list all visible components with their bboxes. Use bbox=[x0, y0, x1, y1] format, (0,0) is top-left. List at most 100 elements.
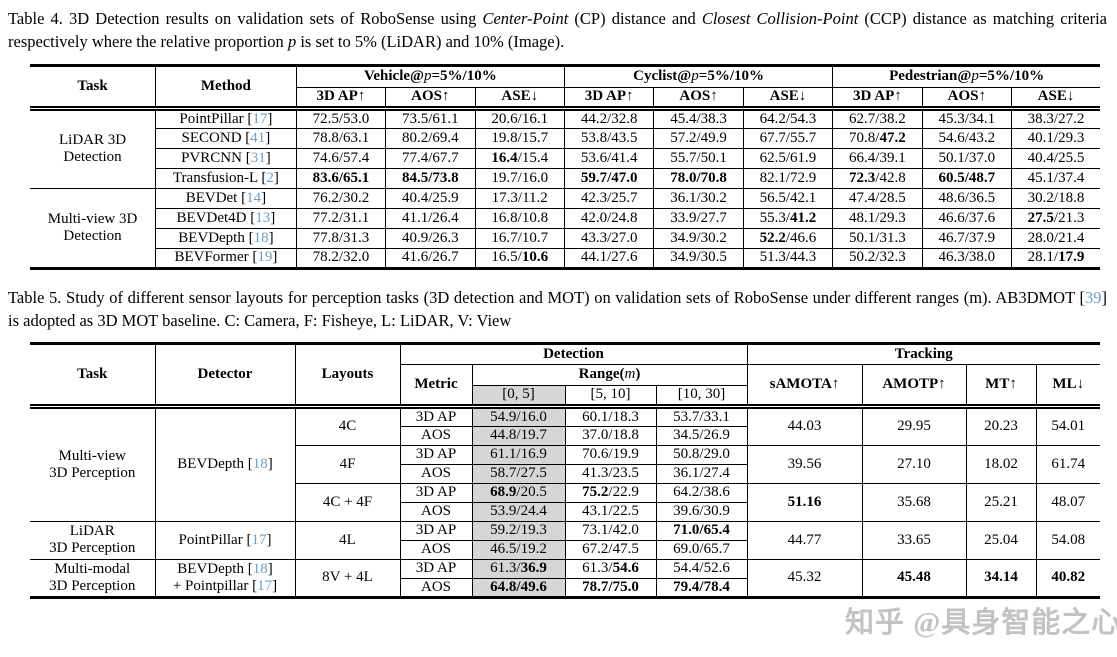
value-cell: 59.7/47.0 bbox=[563, 167, 655, 189]
detection-value-cell: 78.7/75.0 bbox=[564, 577, 657, 598]
citation-link[interactable]: 19 bbox=[257, 249, 273, 266]
value-cell: 16.8/10.8 bbox=[474, 207, 565, 229]
value: 46.7/37.9 bbox=[938, 229, 996, 246]
value: 16.7/10.7 bbox=[491, 229, 549, 246]
value-cell: 78.0/70.8 bbox=[653, 167, 744, 189]
value-cell: 67.7/55.7 bbox=[742, 127, 834, 149]
value-cell: 16.7/10.7 bbox=[474, 227, 565, 249]
value: 44.1/27.6 bbox=[580, 249, 638, 266]
value: 46.3/38.0 bbox=[938, 249, 996, 266]
metric-cell: AOS bbox=[399, 501, 473, 522]
detection-value-cell: 59.2/19.3 bbox=[471, 520, 566, 541]
col-header-layouts: Layouts bbox=[294, 342, 401, 409]
value: 34.9/30.5 bbox=[670, 249, 727, 266]
citation-link[interactable]: 17 bbox=[252, 110, 268, 127]
value: 18.02 bbox=[984, 455, 1018, 472]
value: 34.9/30.2 bbox=[670, 229, 727, 246]
citation-link[interactable]: 17 bbox=[251, 531, 267, 548]
value: 19.8/15.7 bbox=[491, 129, 549, 146]
value: 53.9/24.4 bbox=[490, 503, 547, 520]
value: 67.7/55.7 bbox=[759, 129, 817, 146]
citation-link[interactable]: 13 bbox=[255, 209, 271, 226]
detection-value-cell: 71.0/65.4 bbox=[655, 520, 748, 541]
value-cell: 40.1/29.3 bbox=[1010, 127, 1100, 149]
detection-value-cell: 64.8/49.6 bbox=[471, 577, 566, 598]
group-header: Cyclist@p=5%/10% bbox=[563, 64, 834, 88]
caption-text: is set to 5% (LiDAR) and 10% (Image). bbox=[296, 32, 565, 52]
value: 42.3/25.7 bbox=[580, 189, 638, 206]
tracking-value-cell: 35.68 bbox=[861, 482, 967, 522]
bold-value: 78.0/70.8 bbox=[670, 169, 727, 186]
value: /21.3 bbox=[1053, 209, 1085, 226]
value: 56.5/42.1 bbox=[759, 189, 817, 206]
method-cell: BEVFormer [19] bbox=[155, 247, 297, 269]
value-cell: 72.5/53.0 bbox=[295, 107, 387, 129]
value-cell: 19.7/16.0 bbox=[474, 167, 565, 189]
citation-link[interactable]: 39 bbox=[1085, 287, 1102, 307]
value: 28.0/21.4 bbox=[1027, 229, 1085, 246]
value-cell: 82.1/72.9 bbox=[742, 167, 834, 189]
task-cell: LiDAR 3D Perception bbox=[30, 520, 156, 560]
value: 73.1/42.0 bbox=[582, 522, 639, 539]
bold-value: 54.6 bbox=[612, 560, 639, 577]
value: 19.7/16.0 bbox=[491, 169, 549, 186]
value: 40.4/25.9 bbox=[401, 189, 459, 206]
group-header: Pedestrian@p=5%/10% bbox=[832, 64, 1100, 88]
col-header-detector: Detector bbox=[154, 342, 296, 409]
detector-cell: BEVDepth [18] bbox=[154, 405, 296, 522]
value-cell: 72.3/42.8 bbox=[832, 167, 923, 189]
task-cell: Multi-modal 3D Perception bbox=[30, 558, 156, 598]
citation-link[interactable]: 14 bbox=[246, 189, 262, 206]
value-cell: 40.9/26.3 bbox=[385, 227, 476, 249]
metric-cell: 3D AP bbox=[399, 520, 473, 541]
value-cell: 44.2/32.8 bbox=[563, 107, 655, 129]
bold-value: 45.48 bbox=[897, 569, 931, 586]
col-header-tracking-metric: ML↓ bbox=[1035, 363, 1100, 409]
detection-value-cell: 61.3/36.9 bbox=[471, 558, 566, 579]
col-header-metric: Metric bbox=[399, 363, 473, 409]
table5-caption: Table 5. Study of different sensor layou… bbox=[8, 287, 1107, 331]
caption-text: Closest Collision-Point bbox=[701, 9, 859, 28]
value-cell: 78.8/63.1 bbox=[295, 127, 387, 149]
value: 61.3/ bbox=[582, 560, 613, 577]
citation-link[interactable]: 18 bbox=[252, 456, 268, 473]
value: 25.04 bbox=[984, 531, 1018, 548]
tracking-value-cell: 18.02 bbox=[965, 444, 1037, 484]
citation-link[interactable]: 2 bbox=[266, 169, 274, 186]
citation-link[interactable]: 18 bbox=[252, 560, 268, 577]
value: 50.8/29.0 bbox=[673, 446, 730, 463]
value: 70.6/19.9 bbox=[582, 446, 639, 463]
bold-value: 71.0/65.4 bbox=[673, 522, 730, 539]
tracking-value-cell: 39.56 bbox=[746, 444, 863, 484]
col-header-tracking-metric: MT↑ bbox=[965, 363, 1037, 409]
detection-value-cell: 61.3/54.6 bbox=[564, 558, 657, 579]
value-cell: 51.3/44.3 bbox=[742, 247, 834, 269]
bold-value: 40.82 bbox=[1051, 569, 1086, 586]
value: /15.4 bbox=[517, 149, 549, 166]
value-cell: 16.4/15.4 bbox=[474, 147, 565, 169]
value: 40.9/26.3 bbox=[401, 229, 459, 246]
tracking-value-cell: 29.95 bbox=[861, 405, 967, 446]
method-cell: PVRCNN [31] bbox=[155, 147, 297, 169]
citation-link[interactable]: 41 bbox=[250, 129, 266, 146]
detection-value-cell: 37.0/18.8 bbox=[564, 425, 657, 446]
value: 43.3/27.0 bbox=[580, 229, 638, 246]
task-cell: Multi-view 3D Detection bbox=[30, 187, 157, 269]
value: 69.0/65.7 bbox=[673, 541, 730, 558]
citation-link[interactable]: 18 bbox=[253, 229, 269, 246]
detection-value-cell: 36.1/27.4 bbox=[655, 463, 748, 484]
value: 30.2/18.8 bbox=[1027, 189, 1085, 206]
value: 45.32 bbox=[787, 569, 822, 586]
value: 50.1/31.3 bbox=[849, 229, 906, 246]
citation-link[interactable]: 31 bbox=[250, 149, 266, 166]
tracking-value-cell: 54.01 bbox=[1035, 405, 1100, 446]
caption-text: (CP) distance and bbox=[568, 9, 702, 28]
citation-link[interactable]: 17 bbox=[257, 577, 273, 594]
value: 78.2/32.0 bbox=[312, 249, 370, 266]
value-cell: 42.0/24.8 bbox=[563, 207, 655, 229]
caption-text: (CCP) distance as matching criteria resp… bbox=[8, 9, 1107, 52]
layout-cell: 4L bbox=[294, 520, 401, 560]
group-header-range: Range(m) bbox=[471, 363, 748, 386]
detection-value-cell: 58.7/27.5 bbox=[471, 463, 566, 484]
tracking-value-cell: 40.82 bbox=[1035, 558, 1100, 598]
